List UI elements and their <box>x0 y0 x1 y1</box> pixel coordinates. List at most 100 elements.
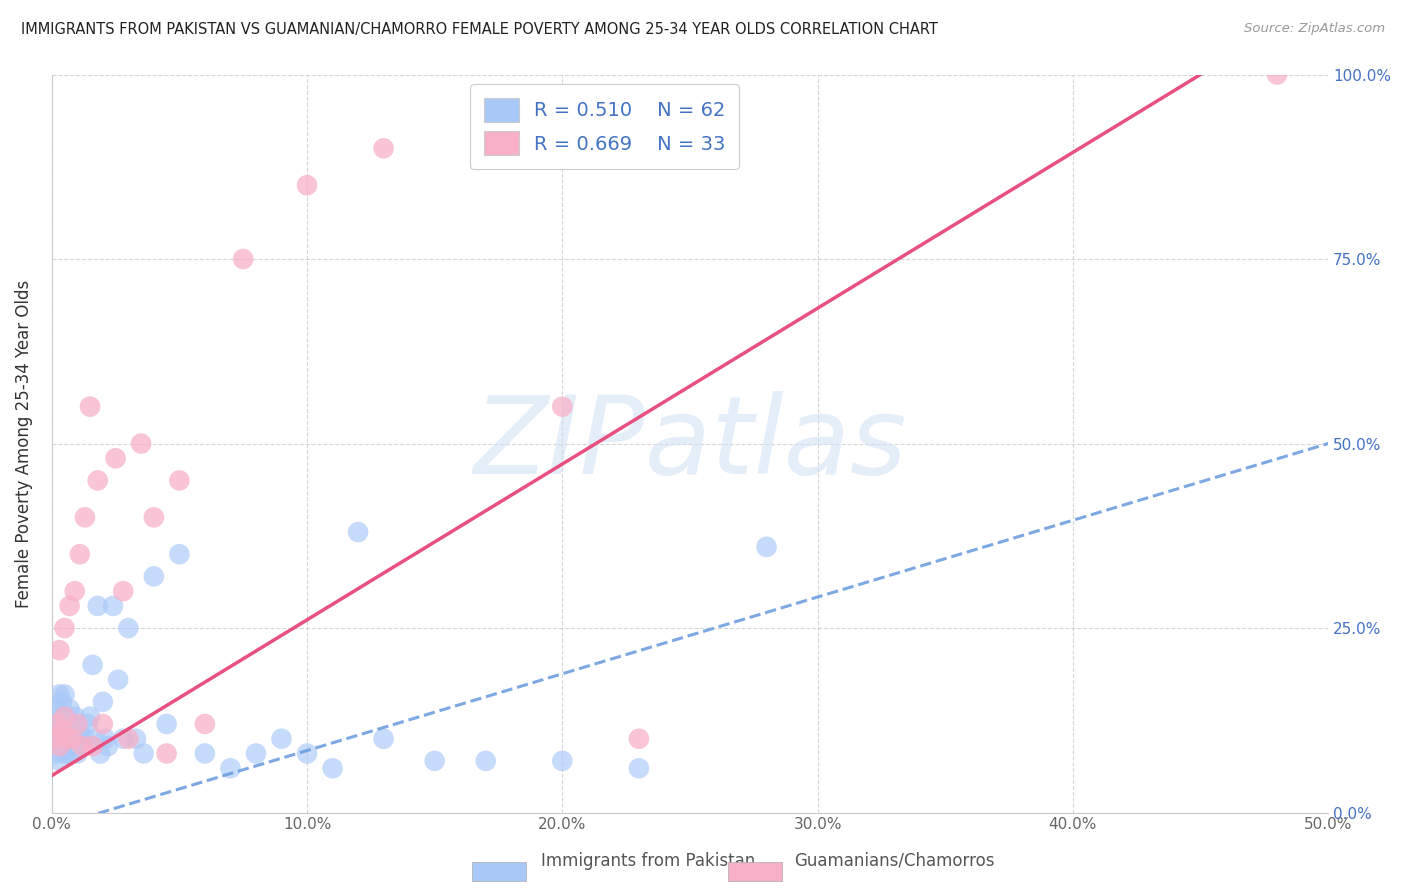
Point <box>322 761 344 775</box>
Point <box>84 731 107 746</box>
Point <box>97 739 120 753</box>
Point <box>91 695 114 709</box>
Point <box>1265 68 1288 82</box>
Point <box>60 731 83 746</box>
Point <box>129 436 152 450</box>
Point <box>51 724 73 739</box>
Point <box>117 621 139 635</box>
Point <box>347 525 370 540</box>
Point <box>423 754 446 768</box>
Point <box>194 717 217 731</box>
Point <box>112 731 135 746</box>
Point <box>53 688 76 702</box>
Point <box>270 731 292 746</box>
Point <box>59 747 82 761</box>
Point <box>73 510 96 524</box>
Point <box>132 747 155 761</box>
Text: Guamanians/Chamorros: Guamanians/Chamorros <box>794 852 995 870</box>
Point <box>44 717 66 731</box>
Point <box>59 702 82 716</box>
Point <box>56 731 79 746</box>
Point <box>627 761 650 775</box>
Point <box>48 709 70 723</box>
Point <box>551 400 574 414</box>
Point <box>79 400 101 414</box>
Point <box>107 673 129 687</box>
Point <box>48 754 70 768</box>
Point <box>73 731 96 746</box>
Point <box>86 474 108 488</box>
Point <box>755 540 778 554</box>
Point <box>66 731 89 746</box>
Point <box>63 739 86 753</box>
Point <box>104 451 127 466</box>
Point <box>63 584 86 599</box>
Point <box>89 747 111 761</box>
Point <box>86 599 108 613</box>
Point <box>295 747 318 761</box>
Point <box>45 724 67 739</box>
Point <box>373 141 395 155</box>
Point <box>51 695 73 709</box>
Point <box>69 547 91 561</box>
Point <box>79 709 101 723</box>
Point <box>59 724 82 739</box>
Point <box>63 709 86 723</box>
Point <box>295 178 318 193</box>
Text: IMMIGRANTS FROM PAKISTAN VS GUAMANIAN/CHAMORRO FEMALE POVERTY AMONG 25-34 YEAR O: IMMIGRANTS FROM PAKISTAN VS GUAMANIAN/CH… <box>21 22 938 37</box>
Point <box>142 569 165 583</box>
Point <box>56 717 79 731</box>
Text: ZIPatlas: ZIPatlas <box>474 391 907 496</box>
Point <box>142 510 165 524</box>
Point <box>245 747 267 761</box>
Point <box>194 747 217 761</box>
Legend: R = 0.510    N = 62, R = 0.669    N = 33: R = 0.510 N = 62, R = 0.669 N = 33 <box>470 84 740 169</box>
Point <box>76 717 98 731</box>
Point <box>91 717 114 731</box>
Point <box>45 702 67 716</box>
Point <box>169 547 191 561</box>
Point <box>56 739 79 753</box>
Point <box>627 731 650 746</box>
Point <box>117 731 139 746</box>
Point <box>48 643 70 657</box>
Point <box>48 739 70 753</box>
Point <box>44 731 66 746</box>
Point <box>373 731 395 746</box>
Point <box>59 599 82 613</box>
Point <box>551 754 574 768</box>
Point <box>82 657 104 672</box>
Point <box>60 731 83 746</box>
Point <box>156 717 179 731</box>
Point <box>66 717 89 731</box>
Point <box>112 584 135 599</box>
Text: Immigrants from Pakistan: Immigrants from Pakistan <box>541 852 755 870</box>
Point <box>66 747 89 761</box>
Text: Source: ZipAtlas.com: Source: ZipAtlas.com <box>1244 22 1385 36</box>
Point <box>51 739 73 753</box>
Point <box>219 761 242 775</box>
Y-axis label: Female Poverty Among 25-34 Year Olds: Female Poverty Among 25-34 Year Olds <box>15 279 32 607</box>
Point <box>53 724 76 739</box>
Point <box>72 739 94 753</box>
Point <box>60 717 83 731</box>
Point <box>232 252 254 266</box>
Point <box>125 731 148 746</box>
Point <box>53 709 76 723</box>
Point <box>45 747 67 761</box>
Point <box>101 599 124 613</box>
Point <box>94 731 117 746</box>
Point <box>44 731 66 746</box>
Point <box>53 709 76 723</box>
Point <box>56 731 79 746</box>
Point <box>53 621 76 635</box>
Point <box>45 717 67 731</box>
Point <box>48 688 70 702</box>
Point <box>51 717 73 731</box>
Point <box>69 724 91 739</box>
Point <box>474 754 496 768</box>
Point <box>51 731 73 746</box>
Point <box>169 474 191 488</box>
Point <box>53 747 76 761</box>
Point <box>82 739 104 753</box>
